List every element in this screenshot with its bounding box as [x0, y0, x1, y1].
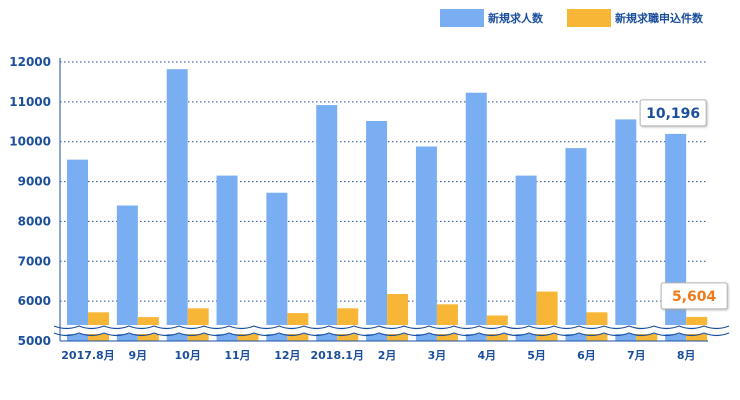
x-tick-label: 12月	[274, 349, 300, 362]
bar-job-openings	[67, 159, 88, 341]
bar-job-openings	[316, 105, 338, 341]
legend-label: 新規求職申込件数	[615, 11, 704, 25]
bar-job-openings	[615, 119, 637, 341]
bar-job-openings	[166, 69, 188, 341]
y-tick-label: 12000	[9, 55, 51, 69]
axis-break-band	[54, 325, 714, 334]
y-tick-label: 6000	[18, 294, 51, 308]
bar-job-openings	[266, 192, 288, 341]
bar-job-openings	[465, 92, 487, 341]
y-tick-label: 9000	[18, 175, 51, 189]
x-tick-label: 10月	[175, 349, 201, 362]
value-callout	[639, 99, 707, 127]
x-tick-label: 5月	[527, 349, 546, 362]
bar-job-openings	[366, 120, 388, 341]
x-tick-label: 2017.8月	[61, 349, 114, 362]
x-tick-label: 9月	[129, 349, 148, 362]
x-tick-label: 8月	[677, 349, 696, 362]
y-tick-label: 8000	[18, 214, 51, 228]
x-tick-label: 7月	[627, 349, 646, 362]
x-tick-label: 11月	[224, 349, 250, 362]
value-callout-label: 10,196	[646, 106, 700, 122]
axis-break-wave	[53, 325, 730, 330]
bar-job-applications	[187, 308, 209, 341]
legend-label: 新規求人数	[488, 11, 544, 25]
legend-swatch	[567, 9, 611, 27]
axis-break-wave	[53, 332, 730, 337]
bar-job-openings	[415, 146, 437, 341]
y-tick-label: 7000	[18, 254, 51, 268]
legend-swatch	[440, 9, 484, 27]
value-callout-label: 5,604	[672, 289, 717, 305]
x-tick-label: 2018.1月	[311, 349, 364, 362]
x-tick-label: 4月	[477, 349, 496, 362]
bar-job-openings	[116, 205, 138, 341]
x-tick-label: 3月	[428, 349, 447, 362]
value-callout	[660, 282, 728, 310]
x-tick-label: 6月	[577, 349, 596, 362]
bar-job-openings	[515, 175, 537, 341]
y-tick-label: 10000	[9, 135, 51, 149]
x-tick-label: 2月	[378, 349, 397, 362]
y-tick-label: 11000	[9, 95, 51, 109]
bar-job-openings	[216, 175, 238, 341]
bar-job-openings	[565, 148, 587, 341]
bar-job-openings	[665, 133, 687, 341]
bar-job-applications	[337, 308, 359, 341]
y-tick-label: 5000	[18, 334, 51, 348]
